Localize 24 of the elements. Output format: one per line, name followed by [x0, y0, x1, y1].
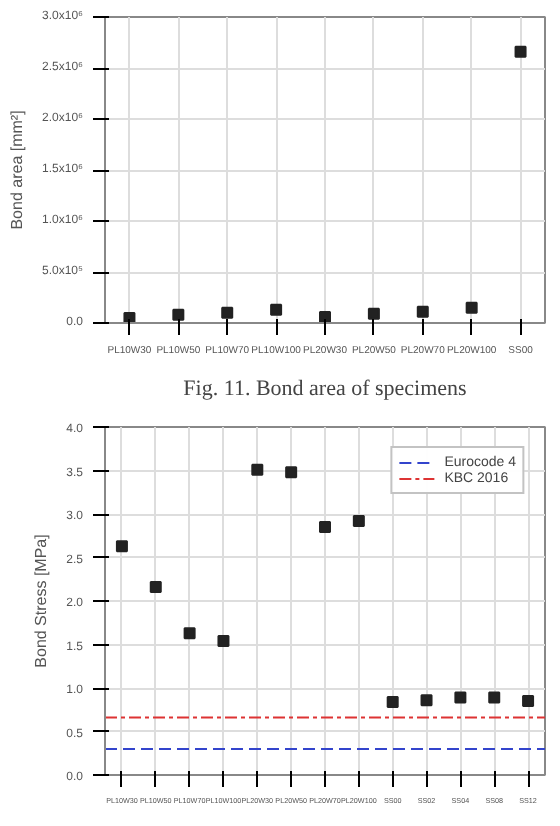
- point: [221, 306, 234, 319]
- point: [270, 303, 283, 316]
- point: [367, 307, 380, 320]
- point: [386, 695, 399, 708]
- point: [514, 45, 527, 58]
- caption: Fig. 11. Bond area of specimens: [183, 377, 467, 401]
- point: [420, 694, 433, 707]
- point: [285, 466, 298, 479]
- point: [352, 514, 365, 527]
- point: [172, 308, 185, 321]
- point: [149, 581, 162, 594]
- point: [488, 691, 501, 704]
- point: [251, 463, 264, 476]
- point: [183, 627, 196, 640]
- point: [217, 635, 230, 648]
- point: [115, 540, 128, 553]
- point: [319, 521, 331, 534]
- y-axis-title: Bond Stress [MPa]: [32, 534, 51, 668]
- point: [416, 305, 429, 318]
- point: [522, 695, 535, 708]
- point: [454, 691, 467, 704]
- point: [319, 310, 331, 323]
- point: [465, 301, 478, 314]
- y-axis-title: Bond area [mm²]: [8, 110, 26, 230]
